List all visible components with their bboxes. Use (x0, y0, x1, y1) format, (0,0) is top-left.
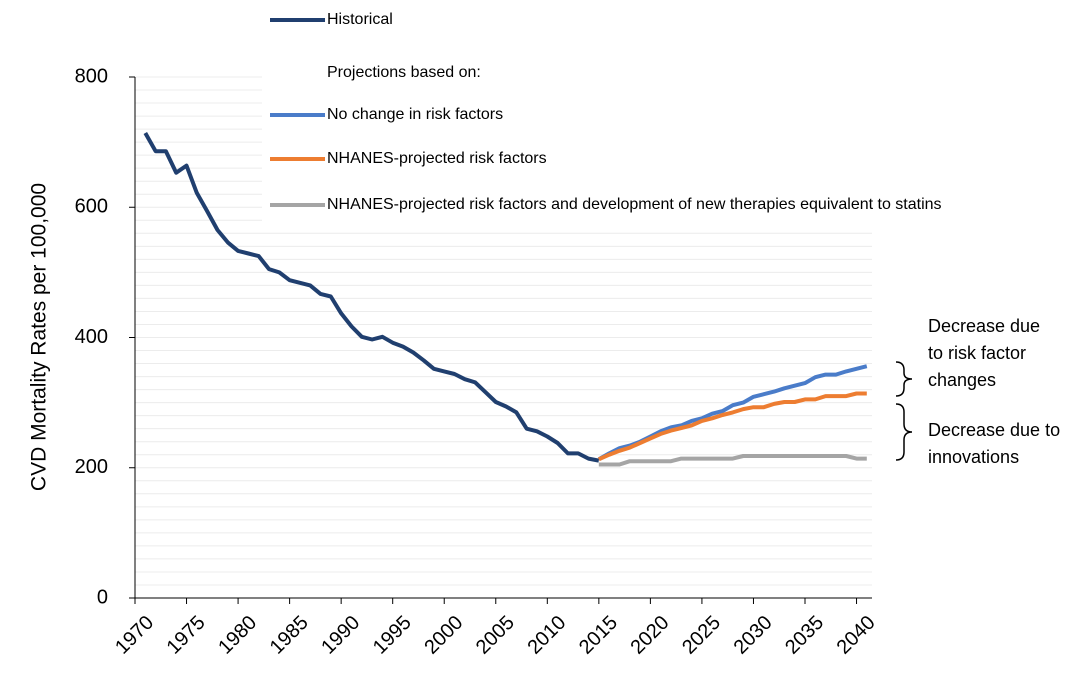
y-tick-label: 0 (97, 586, 108, 608)
x-tick-label: 2030 (730, 612, 777, 659)
x-tick-label: 2035 (781, 612, 828, 659)
x-tick-label: 1975 (163, 612, 210, 659)
annotation: Decrease due (928, 316, 1040, 336)
brace (895, 361, 913, 397)
x-tick-label: 1970 (111, 612, 158, 659)
annotation: innovations (928, 447, 1019, 467)
series-line (598, 454, 867, 467)
x-tick-label: 2010 (523, 612, 570, 659)
annotation: changes (928, 370, 996, 390)
x-tick-label: 2020 (627, 612, 674, 659)
legend-header: Projections based on: (327, 64, 481, 81)
x-tick-label: 2000 (420, 612, 467, 659)
y-tick-label: 400 (75, 326, 108, 348)
y-tick-label: 600 (75, 196, 108, 218)
series-line (597, 391, 867, 462)
legend-label: NHANES-projected risk factors (327, 150, 547, 167)
x-tick-label: 1995 (369, 612, 416, 659)
x-tick-label: 1985 (266, 612, 313, 659)
x-tick-label: 1980 (214, 612, 261, 659)
x-tick-label: 2015 (575, 612, 622, 659)
y-tick-label: 200 (75, 456, 108, 478)
brace (895, 403, 913, 461)
legend-label: NHANES-projected risk factors and develo… (327, 196, 942, 213)
legend-background (262, 0, 1091, 222)
legend-label: No change in risk factors (327, 106, 503, 123)
x-tick-label: 2005 (472, 612, 519, 659)
legend-label: Historical (327, 11, 393, 28)
x-tick-label: 1990 (317, 612, 364, 659)
annotation: Decrease due to (928, 420, 1060, 440)
y-axis-label: CVD Mortality Rates per 100,000 (28, 183, 51, 491)
series-line (143, 132, 600, 463)
x-tick-label: 2025 (678, 612, 725, 659)
y-tick-label: 800 (75, 65, 108, 87)
x-tick-label: 2040 (833, 612, 880, 659)
annotation: to risk factor (928, 343, 1026, 363)
